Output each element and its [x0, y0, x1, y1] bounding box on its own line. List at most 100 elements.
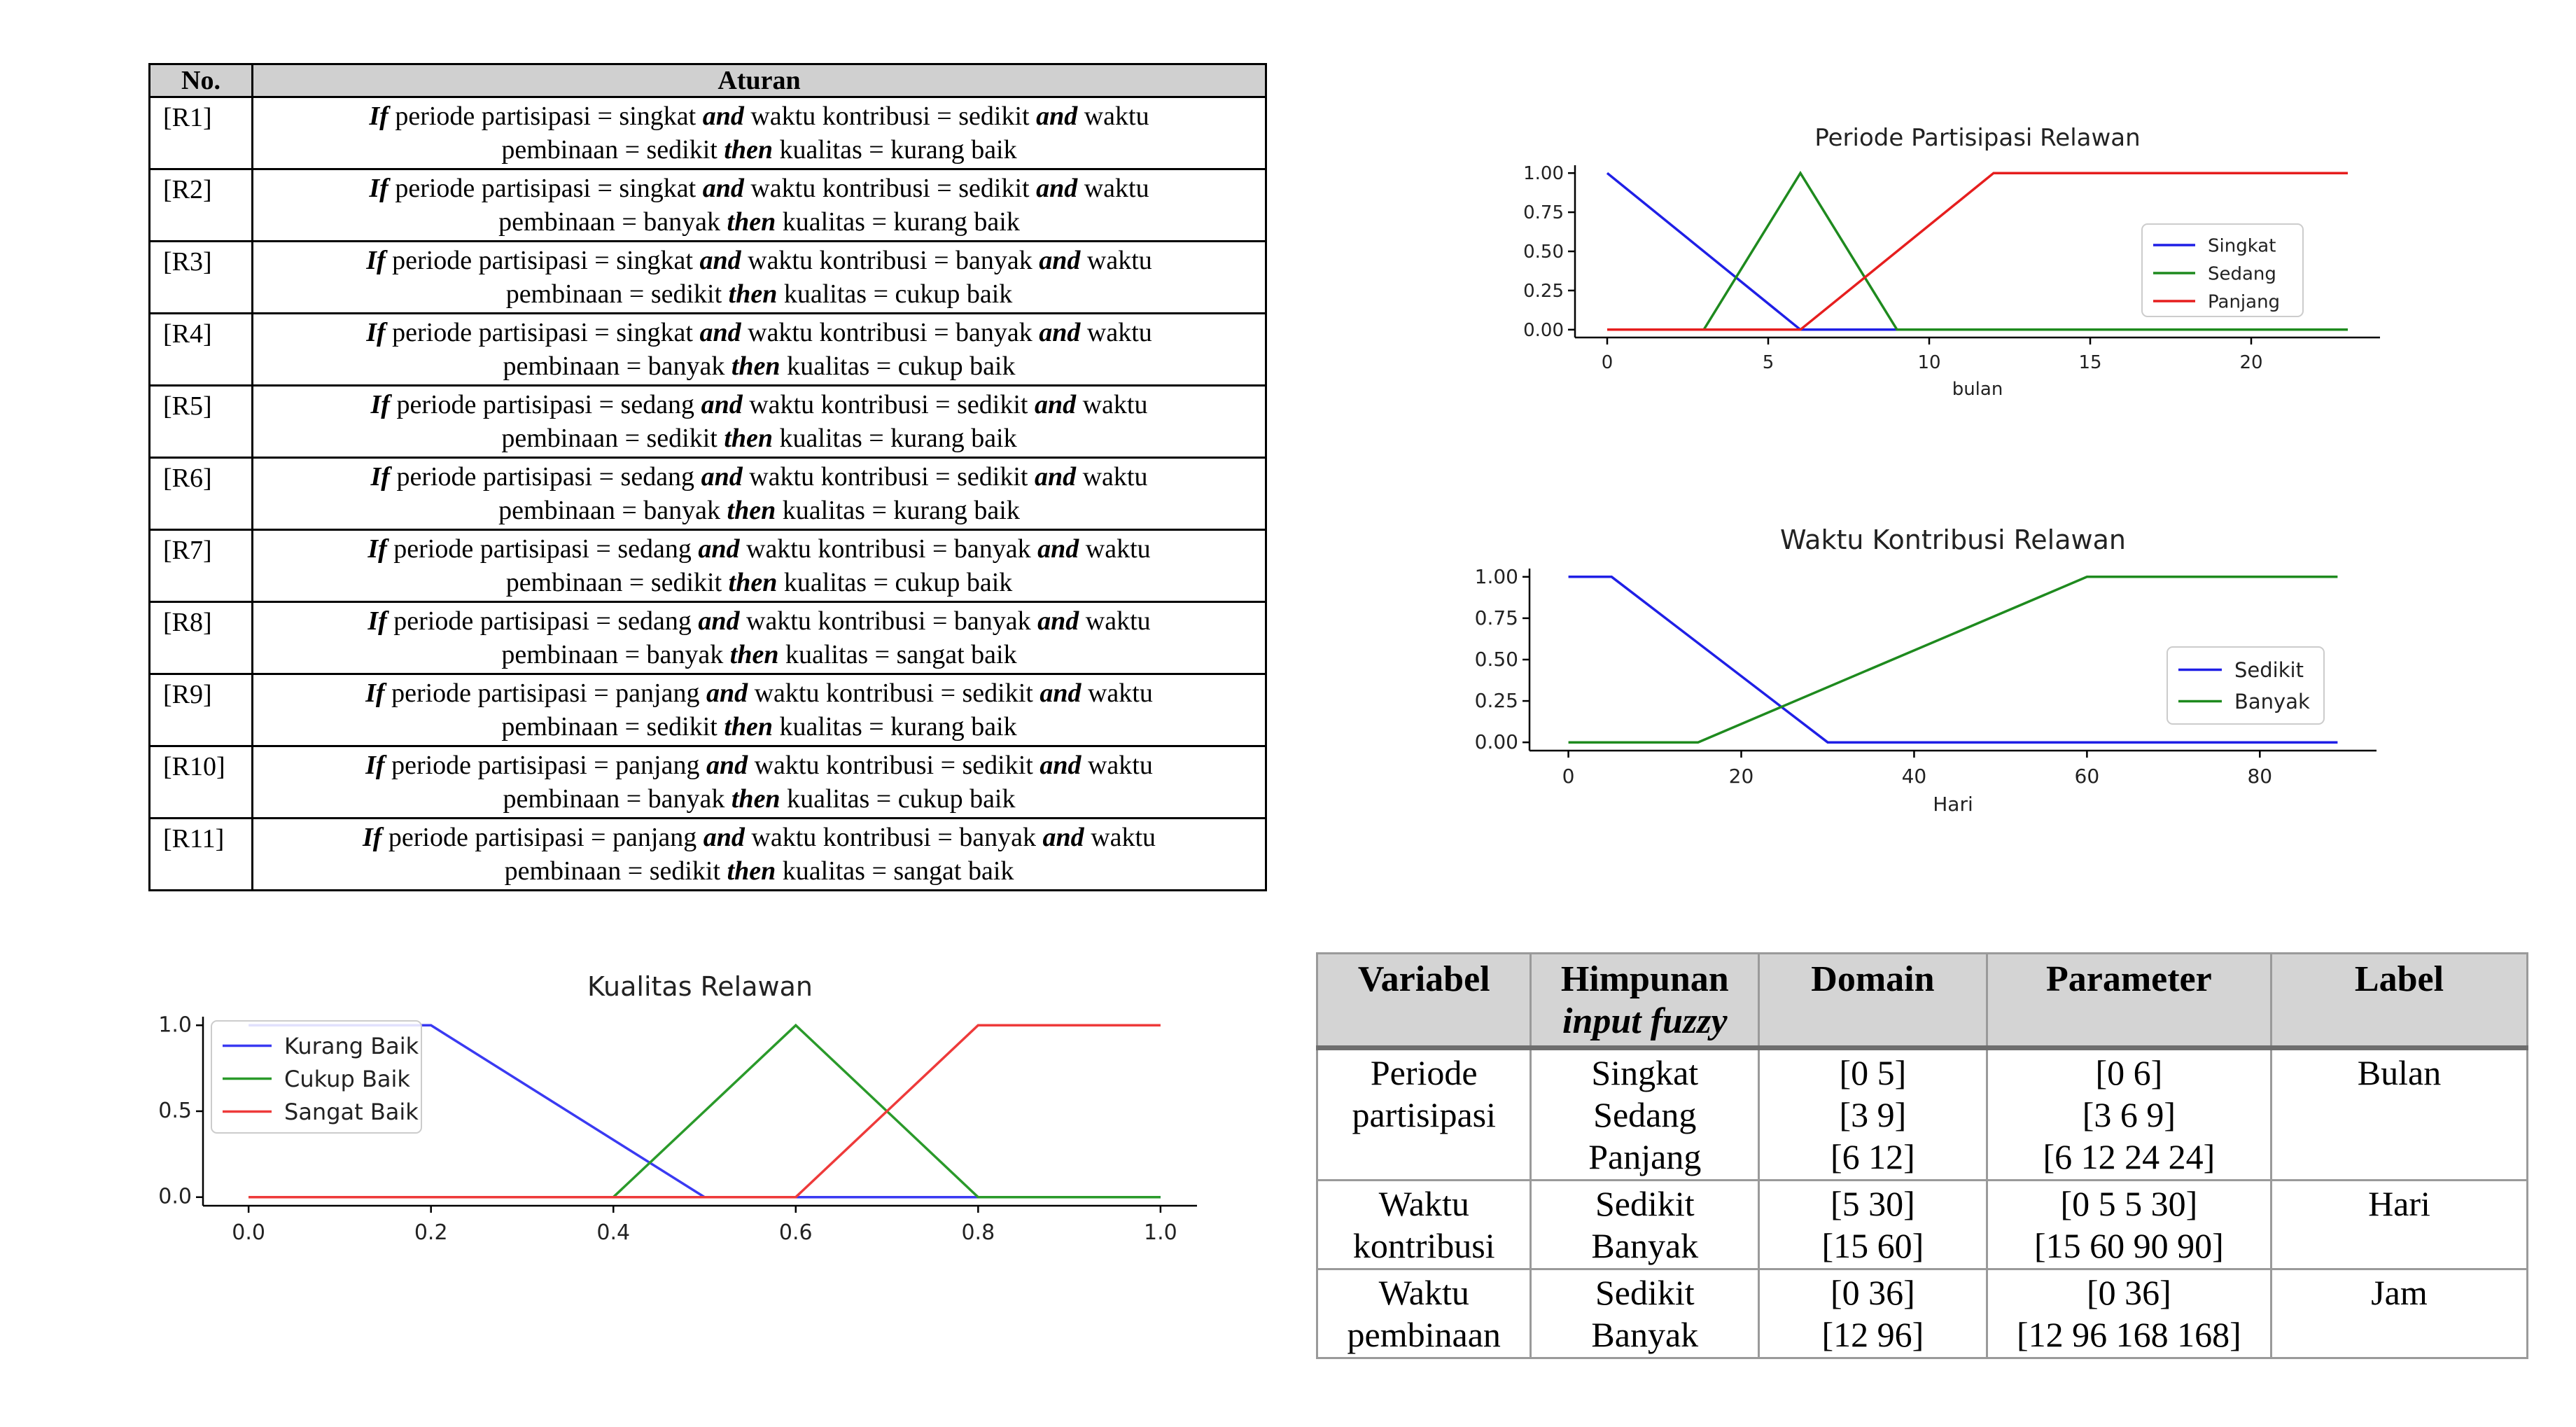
rule-row: [R9] If periode partisipasi = panjang and… [148, 673, 1267, 747]
variable-variabel-line: pembinaan [1347, 1315, 1501, 1354]
kw-if: If [365, 678, 385, 708]
variable-variabel: Periode partisipasi [1315, 1047, 1532, 1181]
rule-number: [R5] [148, 384, 253, 459]
legend-label: Kurang Baik [284, 1033, 419, 1059]
variable-domain: [5 30] [15 60] [1758, 1179, 1988, 1270]
kw-if: If [366, 318, 386, 347]
rule-number: [R2] [148, 168, 253, 242]
x-tick-label: 0.6 [779, 1220, 813, 1245]
y-tick-label: 0.00 [1523, 320, 1564, 341]
kw-if: If [366, 246, 386, 275]
x-tick-label: 0.2 [414, 1220, 448, 1245]
variable-himpunan-line: Banyak [1591, 1226, 1699, 1265]
series-line-panjang [1607, 172, 2348, 331]
chart-kualitas-relawan: Kualitas Relawan 0.0 0.5 1.0 0.0 0.2 0.4 0.6 0.8… [158, 971, 1197, 1245]
y-tick-label: 0.5 [158, 1099, 192, 1123]
vars-header-row: Variabel Himpunan input fuzzy Domain Para… [1315, 952, 2528, 1050]
variable-parameter-line: [0 5 5 30] [2060, 1184, 2198, 1223]
kw-if: If [368, 534, 387, 564]
variable-parameter: [0 6] [3 6 9] [6 12 24 24] [1985, 1047, 2273, 1181]
variable-row: Waktu pembinaan Sedikit Banyak [0 36] [12 96]… [1315, 1268, 2528, 1359]
y-tick-label: 1.00 [1475, 565, 1518, 588]
rule-number: [R3] [148, 240, 253, 314]
variable-variabel: Waktu kontribusi [1315, 1179, 1532, 1270]
variable-row: Periode partisipasi Singkat Sedang Panjang [0… [1315, 1047, 2528, 1181]
rule-text: If periode partisipasi = sedang and wakt… [251, 457, 1267, 531]
chart-waktu-kontribusi: Waktu Kontribusi Relawan 0.00 0.25 0.50 0.75… [1475, 524, 2376, 816]
chart-title: Kualitas Relawan [587, 971, 813, 1002]
variable-variabel: Waktu pembinaan [1315, 1268, 1532, 1359]
chart-title: Periode Partisipasi Relawan [1814, 124, 2140, 152]
rule-text: If periode partisipasi = panjang and wak… [251, 673, 1267, 747]
chart-title: Waktu Kontribusi Relawan [1780, 524, 2126, 555]
x-tick-label: 0 [1602, 352, 1614, 373]
variable-domain-line: [3 9] [1839, 1095, 1907, 1134]
rules-header-row: No. Aturan [148, 63, 1267, 98]
variable-himpunan-line: Panjang [1588, 1137, 1702, 1176]
variable-parameter-line: [12 96 168 168] [2016, 1315, 2241, 1354]
legend-box [211, 1020, 422, 1134]
variables-table: Variabel Himpunan input fuzzy Domain Para… [1315, 952, 2528, 1359]
variable-label: Jam [2270, 1268, 2528, 1359]
variable-parameter: [0 5 5 30] [15 60 90 90] [1985, 1179, 2273, 1270]
series-line-sangat-baik [248, 1024, 1161, 1199]
kw-if: If [370, 462, 390, 492]
variable-domain-line: [15 60] [1821, 1226, 1924, 1265]
x-tick-label: 0.0 [232, 1220, 265, 1245]
y-tick-label: 0.50 [1523, 242, 1564, 263]
legend-label: Sedang [2208, 263, 2276, 284]
rule-row: [R1] If periode partisipasi = singkat and… [148, 96, 1267, 170]
x-tick-label: 20 [2239, 352, 2262, 373]
rule-row: [R3] If periode partisipasi = singkat and… [148, 240, 1267, 314]
vars-header-parameter: Parameter [1985, 952, 2273, 1050]
y-tick-label: 0.00 [1475, 730, 1518, 753]
rule-text: If periode partisipasi = sedang and wakt… [251, 529, 1267, 603]
variable-himpunan-line: Sedikit [1595, 1184, 1695, 1223]
rule-row: [R8] If periode partisipasi = sedang and … [148, 601, 1267, 675]
variable-himpunan: Singkat Sedang Panjang [1530, 1047, 1760, 1181]
kw-if: If [370, 390, 390, 419]
variable-parameter-line: [0 36] [2086, 1273, 2171, 1312]
legend-label: Singkat [2208, 235, 2276, 256]
rule-row: [R11] If periode partisipasi = panjang an… [148, 817, 1267, 891]
x-axis-label: Hari [1933, 793, 1973, 816]
rules-header-rule: Aturan [251, 63, 1267, 98]
variable-label: Bulan [2270, 1047, 2528, 1181]
rules-header-no: No. [148, 63, 253, 98]
rule-number: [R4] [148, 312, 253, 387]
x-tick-label: 20 [1729, 765, 1754, 788]
kw-if: If [365, 751, 385, 780]
variable-himpunan-line: Sedang [1593, 1095, 1697, 1134]
x-tick-label: 0.8 [961, 1220, 995, 1245]
legend-box [2166, 646, 2325, 725]
legend-label: Panjang [2208, 291, 2280, 312]
variable-variabel-line: Periode [1370, 1053, 1478, 1092]
x-tick-label: 5 [1763, 352, 1774, 373]
legend-label: Banyak [2234, 690, 2310, 714]
x-axis-label: bulan [1952, 379, 2003, 400]
chart-periode-partisipasi: Periode Partisipasi Relawan 0.00 0.25 0.50 0… [1523, 124, 2380, 400]
variable-domain: [0 36] [12 96] [1758, 1268, 1988, 1359]
x-tick-label: 80 [2247, 765, 2272, 788]
vars-header-domain: Domain [1758, 952, 1988, 1050]
rule-row: [R5] If periode partisipasi = sedang and … [148, 384, 1267, 459]
variable-parameter-line: [15 60 90 90] [2033, 1226, 2224, 1265]
variable-domain-line: [5 30] [1830, 1184, 1915, 1223]
variable-himpunan-line: Banyak [1591, 1315, 1699, 1354]
y-tick-label: 0.75 [1523, 202, 1564, 223]
variable-variabel-line: Waktu [1378, 1273, 1469, 1312]
variable-parameter-line: [0 6] [2095, 1053, 2163, 1092]
y-tick-label: 0.75 [1475, 606, 1518, 629]
x-tick-label: 1.0 [1144, 1220, 1177, 1245]
rule-row: [R10] If periode partisipasi = panjang an… [148, 745, 1267, 819]
rule-number: [R1] [148, 96, 253, 170]
rules-table: No. Aturan [R1] If periode partisipasi = … [148, 63, 1267, 891]
variable-domain-line: [0 36] [1830, 1273, 1915, 1312]
variable-domain-line: [0 5] [1839, 1053, 1907, 1092]
rule-text: If periode partisipasi = panjang and wak… [251, 817, 1267, 891]
variable-variabel-line: Waktu [1378, 1184, 1469, 1223]
rule-row: [R2] If periode partisipasi = singkat and… [148, 168, 1267, 242]
rule-row: [R7] If periode partisipasi = sedang and … [148, 529, 1267, 603]
variable-variabel-line: kontribusi [1352, 1226, 1495, 1265]
rule-text: If periode partisipasi = sedang and wakt… [251, 601, 1267, 675]
